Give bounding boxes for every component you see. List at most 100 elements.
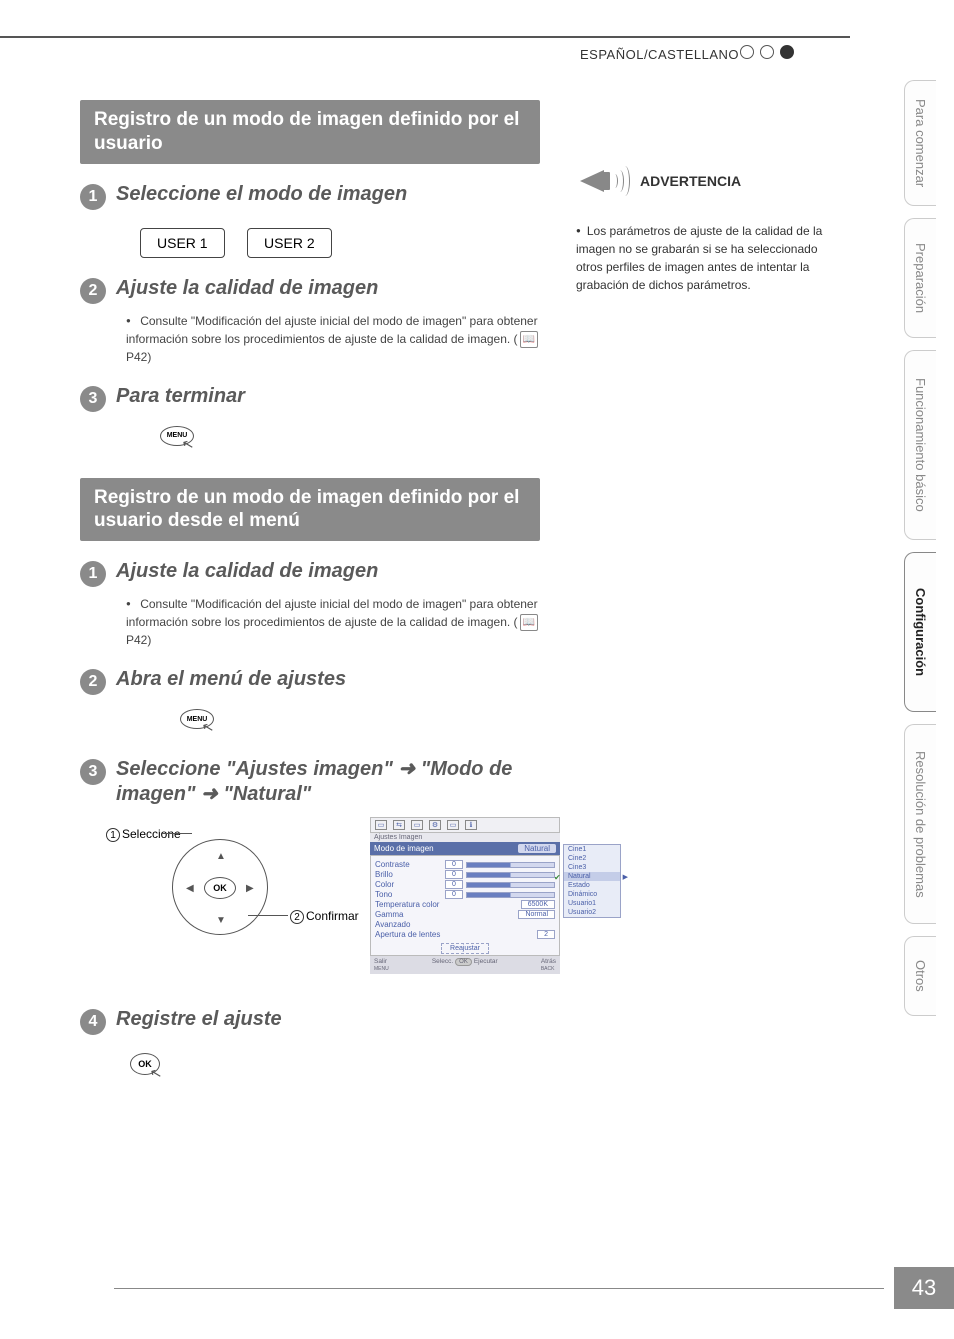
dd-item[interactable]: Cine2 — [564, 854, 620, 863]
tab-others[interactable]: Otros — [904, 936, 936, 1016]
row-val: 0 — [445, 870, 463, 879]
main-column: Registro de un modo de imagen definido p… — [80, 100, 540, 1093]
warning-panel: ADVERTENCIA Los parámetros de ajuste de … — [576, 160, 836, 294]
label-text: Confirmar — [306, 909, 359, 923]
step3-title: Para terminar — [116, 384, 245, 409]
reset-button[interactable]: Reajustar — [441, 943, 489, 954]
note-end: ) — [147, 633, 151, 647]
warning-title: ADVERTENCIA — [640, 173, 741, 189]
warning-text: Los parámetros de ajuste de la calidad d… — [576, 222, 836, 294]
left-arrow-icon: ◀ — [186, 883, 194, 894]
menu-footer: SalirMENU Selecc.OKEjecutar AtrásBACK — [370, 956, 560, 974]
s2-step4-title: Registre el ajuste — [116, 1007, 282, 1032]
label-num: 1 — [106, 828, 120, 842]
footer-right: Atrás — [541, 958, 556, 965]
row-label: Color — [375, 880, 445, 889]
footer-mid: Selecc. — [432, 958, 453, 965]
footer-left-sub: MENU — [374, 966, 389, 972]
step-number: 2 — [80, 669, 106, 695]
section2-title: Registro de un modo de imagen definido p… — [80, 478, 540, 542]
menu-tab-title: Ajustes Imagen — [370, 833, 560, 842]
menu-screenshot: ▭⇆▭⚙▭ℹ Ajustes Imagen Modo de imagen Nat… — [370, 817, 560, 974]
side-tabs: Para comenzar Preparación Funcionamiento… — [904, 80, 954, 1028]
mode-label: Modo de imagen — [374, 844, 434, 853]
row-label: Apertura de lentes — [375, 930, 445, 939]
row-val: Normal — [518, 910, 555, 919]
ok-button-icon: OK ↖ — [130, 1053, 170, 1087]
dd-item[interactable]: Usuario2 — [564, 908, 620, 917]
step2-title: Ajuste la calidad de imagen — [116, 276, 378, 301]
mode-dropdown: Cine1 Cine2 Cine3 Natural Estado Dinámic… — [563, 844, 621, 918]
language-label: ESPAÑOL/CASTELLANO — [580, 47, 739, 62]
user2-button[interactable]: USER 2 — [247, 228, 332, 258]
remote-diagram: 1Seleccione OK ▲ ▼ ◀ ▶ 2Confirmar — [80, 827, 540, 997]
dd-item[interactable]: Estado — [564, 881, 620, 890]
menu-button-icon: MENU ↖ — [180, 709, 220, 735]
remote-label-confirm: 2Confirmar — [290, 909, 359, 924]
leader-line — [248, 915, 288, 916]
user1-button[interactable]: USER 1 — [140, 228, 225, 258]
row-val: 0 — [445, 880, 463, 889]
step-number: 4 — [80, 1009, 106, 1035]
page-ref: P42 — [126, 633, 147, 647]
footer-right-sub: BACK — [541, 966, 555, 972]
row-label: Brillo — [375, 870, 445, 879]
mode-value: Natural — [518, 844, 556, 853]
s2-step1-title: Ajuste la calidad de imagen — [116, 559, 378, 584]
row-label: Gamma — [375, 910, 445, 919]
footer-ok-icon: OK — [455, 958, 472, 966]
step-number: 1 — [80, 561, 106, 587]
tab-preparation[interactable]: Preparación — [904, 218, 936, 338]
tab-basic-operation[interactable]: Funcionamiento básico — [904, 350, 936, 540]
step2-note: Consulte "Modificación del ajuste inicia… — [126, 312, 540, 366]
ok-button[interactable]: OK — [204, 877, 236, 899]
row-label: Tono — [375, 890, 445, 899]
dd-item[interactable]: Dinámico — [564, 890, 620, 899]
tab-getting-started[interactable]: Para comenzar — [904, 80, 936, 206]
step-number: 3 — [80, 759, 106, 785]
s2-step1-note: Consulte "Modificación del ajuste inicia… — [126, 595, 540, 649]
s2-step3-title: Seleccione "Ajustes imagen" ➜ "Modo de i… — [116, 757, 540, 807]
row-val: 0 — [445, 860, 463, 869]
leader-line — [162, 833, 192, 834]
footer-left: Salir — [374, 958, 387, 965]
step-number: 2 — [80, 278, 106, 304]
s2-step2-title: Abra el menú de ajustes — [116, 667, 346, 692]
dd-item[interactable]: Cine1 — [564, 845, 620, 854]
tab-troubleshooting[interactable]: Resolución de problemas — [904, 724, 936, 924]
book-icon: 📖 — [520, 614, 538, 631]
row-val: 0 — [445, 890, 463, 899]
label-num: 2 — [290, 910, 304, 924]
section1-title: Registro de un modo de imagen definido p… — [80, 100, 540, 164]
remote-dpad: OK ▲ ▼ ◀ ▶ — [170, 837, 270, 937]
menu-body: Cine1 Cine2 Cine3 Natural Estado Dinámic… — [370, 855, 560, 956]
step1-title: Seleccione el modo de imagen — [116, 182, 407, 207]
header-rule — [0, 36, 850, 38]
megaphone-icon — [576, 160, 628, 202]
step-number: 3 — [80, 386, 106, 412]
header-dots — [740, 45, 800, 64]
dd-item[interactable]: Usuario1 — [564, 899, 620, 908]
row-label: Avanzado — [375, 920, 445, 929]
menu-icon-bar: ▭⇆▭⚙▭ℹ — [370, 817, 560, 833]
dd-item[interactable]: Cine3 — [564, 863, 620, 872]
note-text: Consulte "Modificación del ajuste inicia… — [126, 314, 538, 346]
page-ref: P42 — [126, 350, 147, 364]
row-val: 6500K — [521, 900, 555, 909]
row-label: Temperatura color — [375, 900, 445, 909]
cursor-icon: ↖ — [148, 1064, 164, 1083]
step-number: 1 — [80, 184, 106, 210]
up-arrow-icon: ▲ — [216, 851, 226, 862]
menu-button-icon: MENU ↖ — [160, 426, 200, 452]
tab-configuration[interactable]: Configuración — [904, 552, 936, 712]
row-val: 2 — [537, 930, 555, 939]
footer-mid2: Ejecutar — [474, 958, 498, 965]
row-label: Contraste — [375, 860, 445, 869]
book-icon: 📖 — [520, 331, 538, 348]
page-number: 43 — [894, 1267, 954, 1309]
note-text: Consulte "Modificación del ajuste inicia… — [126, 597, 538, 629]
right-arrow-icon: ▶ — [246, 883, 254, 894]
note-end: ) — [147, 350, 151, 364]
dd-item-selected[interactable]: Natural — [564, 872, 620, 881]
footer-rule — [114, 1288, 884, 1289]
